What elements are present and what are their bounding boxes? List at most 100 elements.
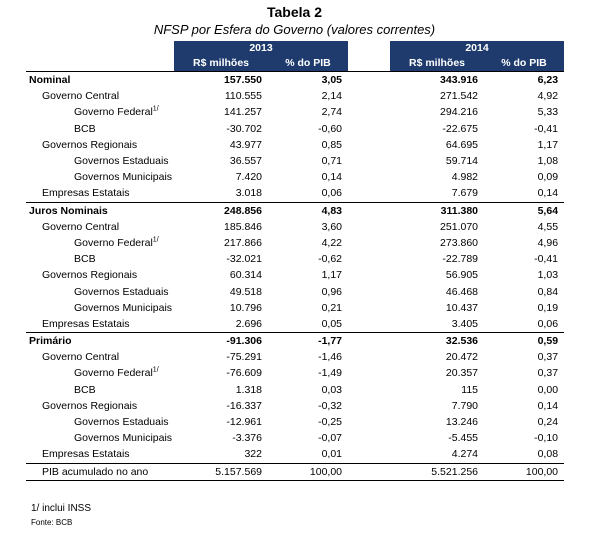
value-2013-rs: 157.550 bbox=[174, 71, 268, 89]
column-gap bbox=[348, 251, 390, 267]
value-2014-rs: 3.405 bbox=[390, 315, 485, 333]
row-label: Governos Municipais bbox=[26, 169, 174, 185]
value-2014-rs: -22.675 bbox=[442, 122, 479, 135]
value-2014-rs: 251.070 bbox=[440, 220, 479, 233]
value-2013-pib: 2,14 bbox=[321, 90, 343, 103]
table-row: Governo Federal1/141.257 2,74 294.216 5,33 bbox=[26, 104, 564, 120]
table-subtitle: NFSP por Esfera do Governo (valores corr… bbox=[153, 22, 436, 37]
column-gap bbox=[348, 121, 390, 137]
value-2013-rs: 2.696 bbox=[174, 315, 268, 333]
value-2013-rs: 141.257 bbox=[224, 106, 262, 119]
value-2013-rs: 185.846 bbox=[224, 220, 262, 233]
row-label-text: Governos Regionais bbox=[42, 138, 138, 151]
value-2014-rs: 7.790 bbox=[451, 399, 479, 412]
row-label-text: Nominal bbox=[29, 74, 71, 87]
row-label-text: Empresas Estatais bbox=[42, 187, 130, 200]
value-2014-pib: 0,19 bbox=[537, 301, 559, 314]
value-2013-pib: 0,96 bbox=[321, 285, 343, 298]
value-2014-pib: 1,08 bbox=[537, 155, 559, 168]
table-row: Governos Regionais 43.977 0,85 64.695 1,17 bbox=[26, 137, 564, 153]
value-2013-pib: -0,60 bbox=[318, 122, 343, 135]
value-2013-rs: 248.856 bbox=[224, 204, 262, 217]
value-2014-pib: 0,14 bbox=[537, 399, 559, 412]
row-label: Primário bbox=[26, 333, 174, 350]
row-label: Governo Central bbox=[26, 219, 174, 235]
column-gap bbox=[348, 88, 390, 104]
value-2013-rs: 3.018 bbox=[174, 185, 268, 203]
value-2013-rs: -12.961 bbox=[226, 416, 262, 429]
value-2013-pib: 0,06 bbox=[268, 185, 349, 203]
column-gap bbox=[348, 283, 390, 299]
row-label-text: PIB acumulado no ano bbox=[42, 465, 149, 478]
row-label: Governo Federal1/ bbox=[26, 104, 174, 120]
value-2013-pib: -0,32 bbox=[318, 399, 343, 412]
row-label-text: Juros Nominais bbox=[29, 204, 108, 217]
column-gap bbox=[348, 169, 390, 185]
value-2014-rs: 13.246 bbox=[445, 416, 479, 429]
value-2014-pib: 0,14 bbox=[484, 185, 565, 203]
row-label: Governos Municipais bbox=[26, 300, 174, 316]
table-row: Primário -91.306 -1,77 32.536 0,59 bbox=[26, 333, 564, 350]
row-label-text: Empresas Estatais bbox=[42, 317, 130, 330]
value-2013-rs: 7.420 bbox=[235, 171, 262, 184]
value-2013-rs: 322 bbox=[174, 446, 268, 464]
column-gap bbox=[348, 219, 390, 235]
value-2013-rs: 10.796 bbox=[229, 301, 262, 314]
row-label-text: Governos Municipais bbox=[74, 171, 173, 184]
value-2014-pib: -0,41 bbox=[534, 253, 559, 266]
value-2013-pib: 0,85 bbox=[321, 138, 343, 151]
value-2013-rs: -16.337 bbox=[226, 399, 262, 412]
column-gap bbox=[348, 365, 390, 381]
column-gap bbox=[348, 398, 390, 414]
value-2014-rs: 64.695 bbox=[445, 138, 479, 151]
row-label: BCB bbox=[26, 251, 174, 267]
column-gap bbox=[348, 137, 390, 153]
row-label: BCB bbox=[26, 121, 174, 137]
value-2013-rs: 43.977 bbox=[229, 138, 262, 151]
row-label: BCB bbox=[26, 382, 174, 398]
column-gap bbox=[348, 235, 390, 251]
row-label-text: BCB bbox=[74, 253, 96, 266]
value-2014-rs: -22.789 bbox=[442, 253, 479, 266]
column-gap bbox=[348, 267, 390, 283]
value-2014-pib: 0,24 bbox=[537, 416, 559, 429]
value-2014-pib: 0,09 bbox=[537, 171, 559, 184]
col-header-rs-2013: R$ milhões bbox=[174, 56, 268, 72]
row-label: Governo Federal1/ bbox=[26, 235, 174, 251]
table-row: Governo Central 110.555 2,14 271.542 4,92 bbox=[26, 88, 564, 104]
source-note: Fonte: BCB bbox=[31, 518, 73, 527]
column-gap bbox=[348, 446, 391, 464]
value-2013-pib: 0,21 bbox=[321, 301, 343, 314]
value-2013-pib: 2,74 bbox=[321, 106, 343, 119]
value-2013-pib: 4,22 bbox=[321, 236, 343, 249]
value-2014-rs: 294.216 bbox=[440, 106, 479, 119]
value-2013-pib: 100,00 bbox=[268, 463, 349, 481]
value-2014-pib: 0,59 bbox=[537, 335, 559, 348]
table-row: Empresas Estatais 3.018 0,06 7.679 0,14 bbox=[26, 185, 565, 203]
table-row: Governos Regionais 60.314 1,17 56.905 1,03 bbox=[26, 267, 564, 283]
value-2013-rs: 217.866 bbox=[224, 236, 262, 249]
value-2013-pib: -1,49 bbox=[318, 367, 343, 380]
value-2013-pib: 0,14 bbox=[321, 171, 343, 184]
col-header-pib-2014: % do PIB bbox=[484, 56, 565, 72]
table-row: Governos Estaduais 36.557 0,71 59.714 1,08 bbox=[26, 153, 564, 169]
value-2013-pib: 3,05 bbox=[268, 71, 349, 89]
row-label-text: BCB bbox=[74, 383, 96, 396]
row-label: Governos Estaduais bbox=[26, 283, 174, 299]
table-row: Governo Central 185.846 3,60 251.070 4,55 bbox=[26, 219, 564, 235]
value-2013-pib: 0,01 bbox=[268, 446, 349, 464]
row-label: Governo Federal1/ bbox=[26, 365, 174, 381]
year-2013-header: 2013 bbox=[174, 41, 349, 56]
row-label-text: Empresas Estatais bbox=[42, 448, 130, 461]
row-label-text: Governo Federal bbox=[74, 367, 153, 380]
value-2014-pib: 4,92 bbox=[537, 90, 559, 103]
table-row: Governos Municipais 7.420 0,14 4.982 0,09 bbox=[26, 169, 564, 185]
row-label: Governos Municipais bbox=[26, 430, 174, 446]
value-2014-pib: 5,64 bbox=[537, 204, 559, 217]
value-2013-pib: -0,62 bbox=[318, 253, 343, 266]
value-2014-rs: 7.679 bbox=[390, 185, 485, 203]
row-label-text: Governos Municipais bbox=[74, 432, 173, 445]
table-row: Juros Nominais 248.856 4,83 311.380 5,64 bbox=[26, 202, 564, 219]
value-2013-pib: 4,83 bbox=[321, 204, 343, 217]
